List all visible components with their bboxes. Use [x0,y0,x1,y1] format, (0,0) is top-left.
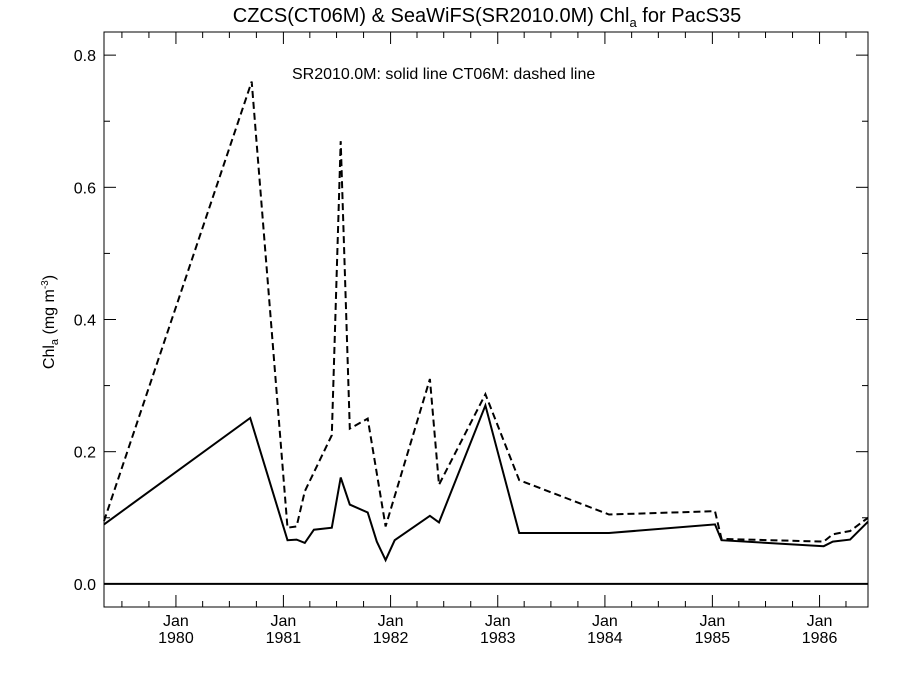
x-tick-label-month: Jan [271,613,297,630]
x-tick-label-month: Jan [807,613,833,630]
y-axis-label: Chla (mg m-3) [40,275,61,369]
series-line-sr2010-0m [103,402,869,563]
x-tick-label-year: 1986 [802,630,838,647]
y-tick-label: 0.4 [74,313,96,330]
y-tick-label: 0.0 [74,577,96,594]
y-tick-label: 0.2 [74,445,96,462]
plot-frame [103,31,869,608]
x-tick-label-month: Jan [699,613,725,630]
plot-area: 0.00.20.40.60.8Jan1980Jan1981Jan1982Jan1… [74,31,869,647]
x-tick-label-year: 1983 [480,630,516,647]
y-tick-label: 0.8 [74,48,96,65]
x-tick-label-month: Jan [163,613,189,630]
x-tick-label-year: 1985 [695,630,731,647]
x-tick-label-month: Jan [592,613,618,630]
line-style-annotation: SR2010.0M: solid line CT06M: dashed line [292,66,595,83]
x-tick-label-year: 1984 [587,630,623,647]
x-tick-label-year: 1981 [266,630,302,647]
x-tick-label-year: 1982 [373,630,409,647]
chart-title: CZCS(CT06M) & SeaWiFS(SR2010.0M) Chla fo… [233,5,742,30]
x-tick-label-month: Jan [378,613,404,630]
y-tick-label: 0.6 [74,180,96,197]
x-tick-label-year: 1980 [158,630,194,647]
x-tick-label-month: Jan [485,613,511,630]
series-line-ct06m [103,81,869,543]
